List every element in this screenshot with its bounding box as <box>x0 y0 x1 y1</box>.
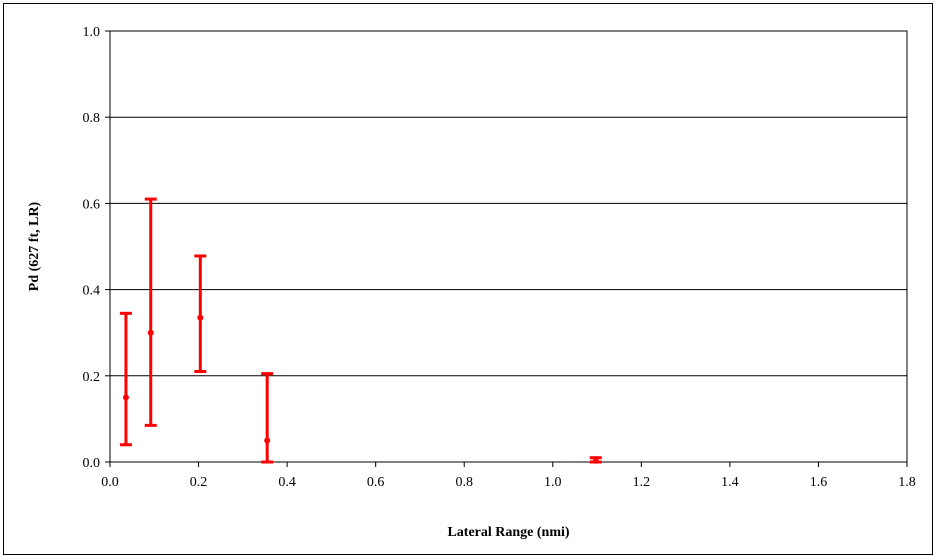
data-point <box>264 437 271 444</box>
x-axis-title: Lateral Range (nmi) <box>447 525 569 540</box>
x-tick-label: 1.8 <box>898 475 916 490</box>
plot-area <box>109 30 908 463</box>
x-tick-label: 1.6 <box>810 475 828 490</box>
x-tick-label: 1.2 <box>633 475 651 490</box>
y-tick-label: 0.8 <box>83 111 101 126</box>
x-tick-label: 0.4 <box>278 475 296 490</box>
data-point <box>197 314 204 321</box>
x-tick-label: 0.6 <box>367 475 385 490</box>
x-tick-label: 0.0 <box>101 475 119 490</box>
gridlines <box>110 30 907 377</box>
data-series <box>119 197 602 464</box>
y-tick-label: 0.4 <box>83 284 101 299</box>
y-tick-label: 0.2 <box>83 370 101 385</box>
chart-area <box>3 3 933 555</box>
x-tick-label: 1.0 <box>544 475 562 490</box>
x-tick-label: 1.4 <box>721 475 739 490</box>
y-tick-label: 0.0 <box>83 456 101 471</box>
data-point <box>122 394 129 401</box>
data-point <box>592 457 599 464</box>
data-point <box>147 329 154 336</box>
axis-ticks: 0.0 0.2 0.4 0.6 0.8 1.0 0.0 0.2 0.4 0.6 0.8 1.0 1.2 1… <box>83 25 916 490</box>
x-tick-label: 0.8 <box>455 475 473 490</box>
x-tick-label: 0.2 <box>190 475 208 490</box>
y-tick-label: 0.6 <box>83 197 101 212</box>
y-tick-label: 1.0 <box>83 25 101 40</box>
y-axis-title: Pd (627 ft, LR) <box>27 201 42 291</box>
